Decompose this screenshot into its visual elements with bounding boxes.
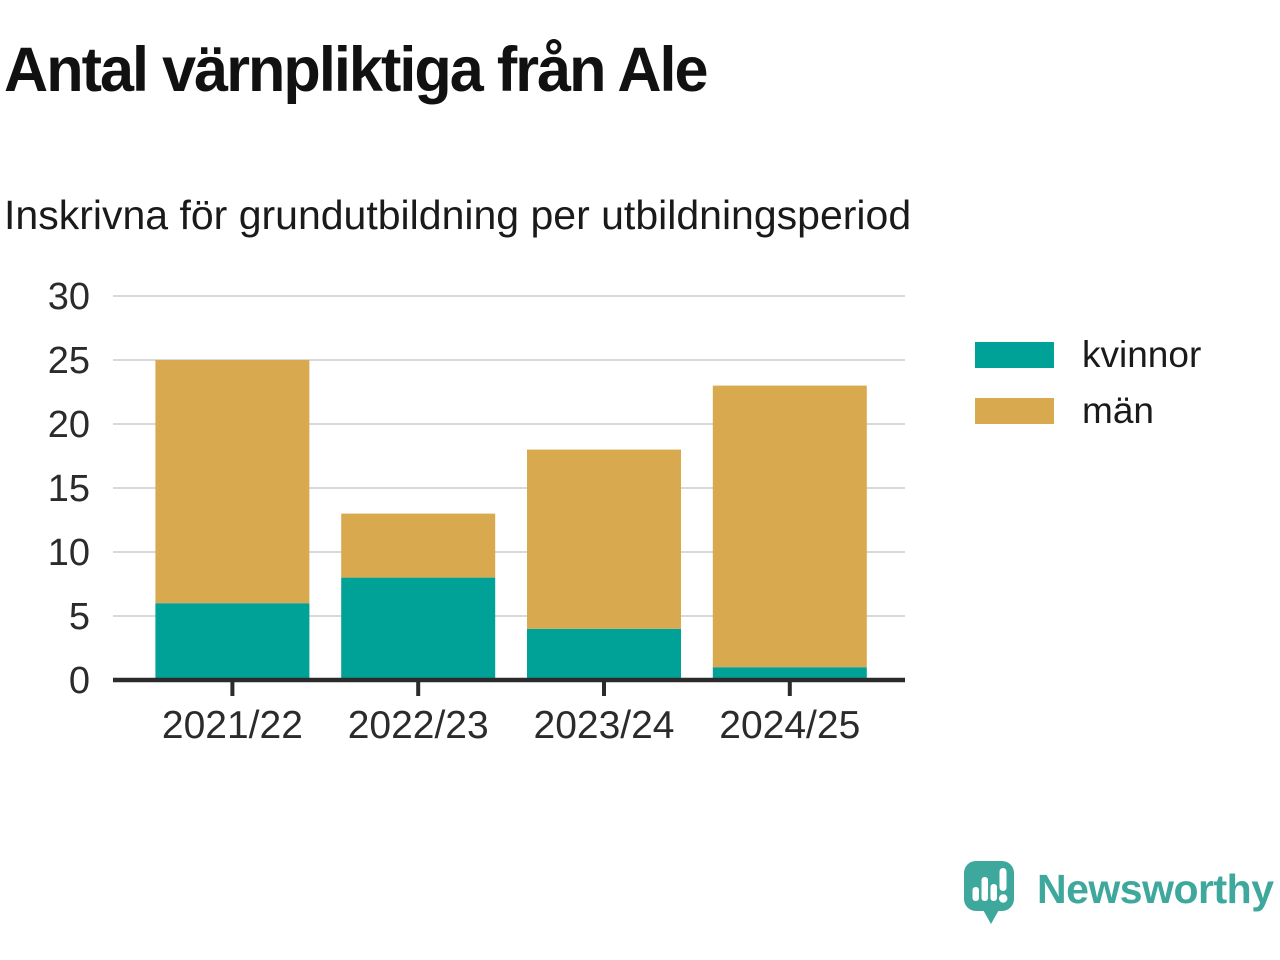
svg-text:30: 30 bbox=[48, 276, 90, 318]
legend-swatch-kvinnor bbox=[975, 342, 1054, 368]
svg-text:20: 20 bbox=[48, 404, 90, 446]
svg-text:2021/22: 2021/22 bbox=[162, 704, 303, 747]
svg-text:2024/25: 2024/25 bbox=[719, 704, 860, 747]
legend-label-kvinnor: kvinnor bbox=[1082, 334, 1202, 375]
svg-text:2023/24: 2023/24 bbox=[534, 704, 675, 747]
svg-text:5: 5 bbox=[69, 596, 90, 638]
chart-title: Antal värnpliktiga från Ale bbox=[4, 35, 709, 105]
svg-text:10: 10 bbox=[48, 532, 90, 574]
legend: kvinnor män bbox=[975, 334, 1201, 454]
legend-swatch-man bbox=[975, 398, 1054, 424]
legend-label-man: män bbox=[1082, 390, 1154, 431]
newsworthy-branding: Newsworthy bbox=[963, 860, 1274, 926]
legend-item-man: män bbox=[975, 390, 1201, 431]
newsworthy-logo-text: Newsworthy bbox=[1037, 866, 1274, 912]
chart-subtitle: Inskrivna för grundutbildning per utbild… bbox=[4, 192, 912, 238]
legend-item-kvinnor: kvinnor bbox=[975, 334, 1201, 375]
svg-text:2022/23: 2022/23 bbox=[348, 704, 489, 747]
svg-text:15: 15 bbox=[48, 468, 90, 510]
svg-text:0: 0 bbox=[69, 660, 90, 702]
newsworthy-logo-icon bbox=[964, 861, 1014, 924]
svg-text:25: 25 bbox=[48, 340, 90, 382]
